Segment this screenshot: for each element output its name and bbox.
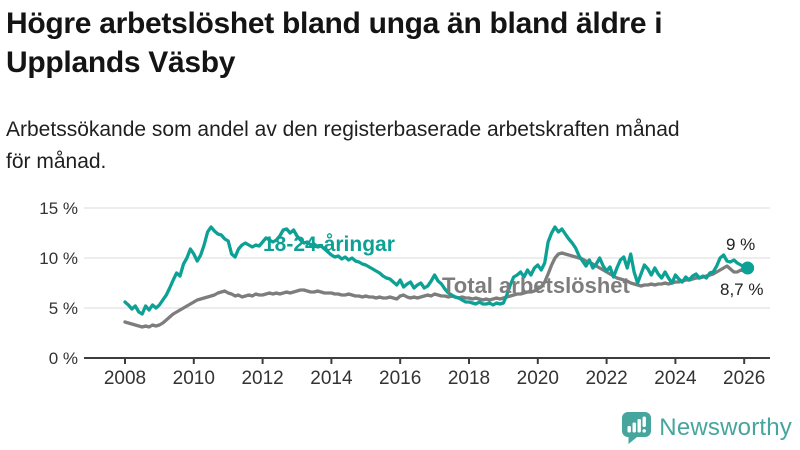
series-line-Total arbetslöshet [123,251,750,329]
subtitle-line-1: Arbetssökande som andel av den registerb… [6,118,680,141]
line-chart: 0 % 5 % 10 % 15 % 2008 2010 2012 2014 2016 2018 20… [0,190,800,395]
annotation-latest-total: 8,7 % [720,280,764,299]
y-tick-label-5: 5 % [49,299,78,318]
y-tick-label-15: 15 % [39,199,78,218]
x-tick-label-2022: 2022 [585,368,627,389]
series-line-18-24-åringar [123,225,750,316]
x-tick-label-2008: 2008 [104,368,146,389]
x-tick-label-2020: 2020 [517,368,559,389]
latest-value-dot [741,261,755,275]
newsworthy-logo: Newsworthy [621,411,792,445]
chart-subtitle: Arbetssökande som andel av den registerb… [6,114,798,177]
x-tick-label-2012: 2012 [241,368,283,389]
y-tick-label-10: 10 % [39,249,78,268]
x-tick-label-2026: 2026 [723,368,765,389]
x-tick-label-2014: 2014 [310,368,353,389]
newsworthy-icon [622,412,652,444]
annotation-latest-youth: 9 % [726,235,756,254]
x-tick-label-2024: 2024 [654,368,697,389]
series-label-youth: 18-24-åringar [263,233,395,256]
x-tick-label-2016: 2016 [379,368,421,389]
y-tick-label-0: 0 % [49,349,78,368]
chart-canvas: 0 % 5 % 10 % 15 % 2008 2010 2012 2014 2016 2018 20… [39,199,770,389]
series-label-total: Total arbetslöshet [442,273,630,298]
title-line-2: Upplands Väsby [6,46,236,79]
subtitle-line-2: för månad. [6,149,107,173]
page-title: Högre arbetslöshet bland unga än bland ä… [6,4,794,82]
title-line-1: Högre arbetslöshet bland unga än bland ä… [6,7,663,40]
x-tick-label-2010: 2010 [173,368,215,389]
x-tick-label-2018: 2018 [448,368,490,389]
newsworthy-wordmark: Newsworthy [659,414,792,441]
